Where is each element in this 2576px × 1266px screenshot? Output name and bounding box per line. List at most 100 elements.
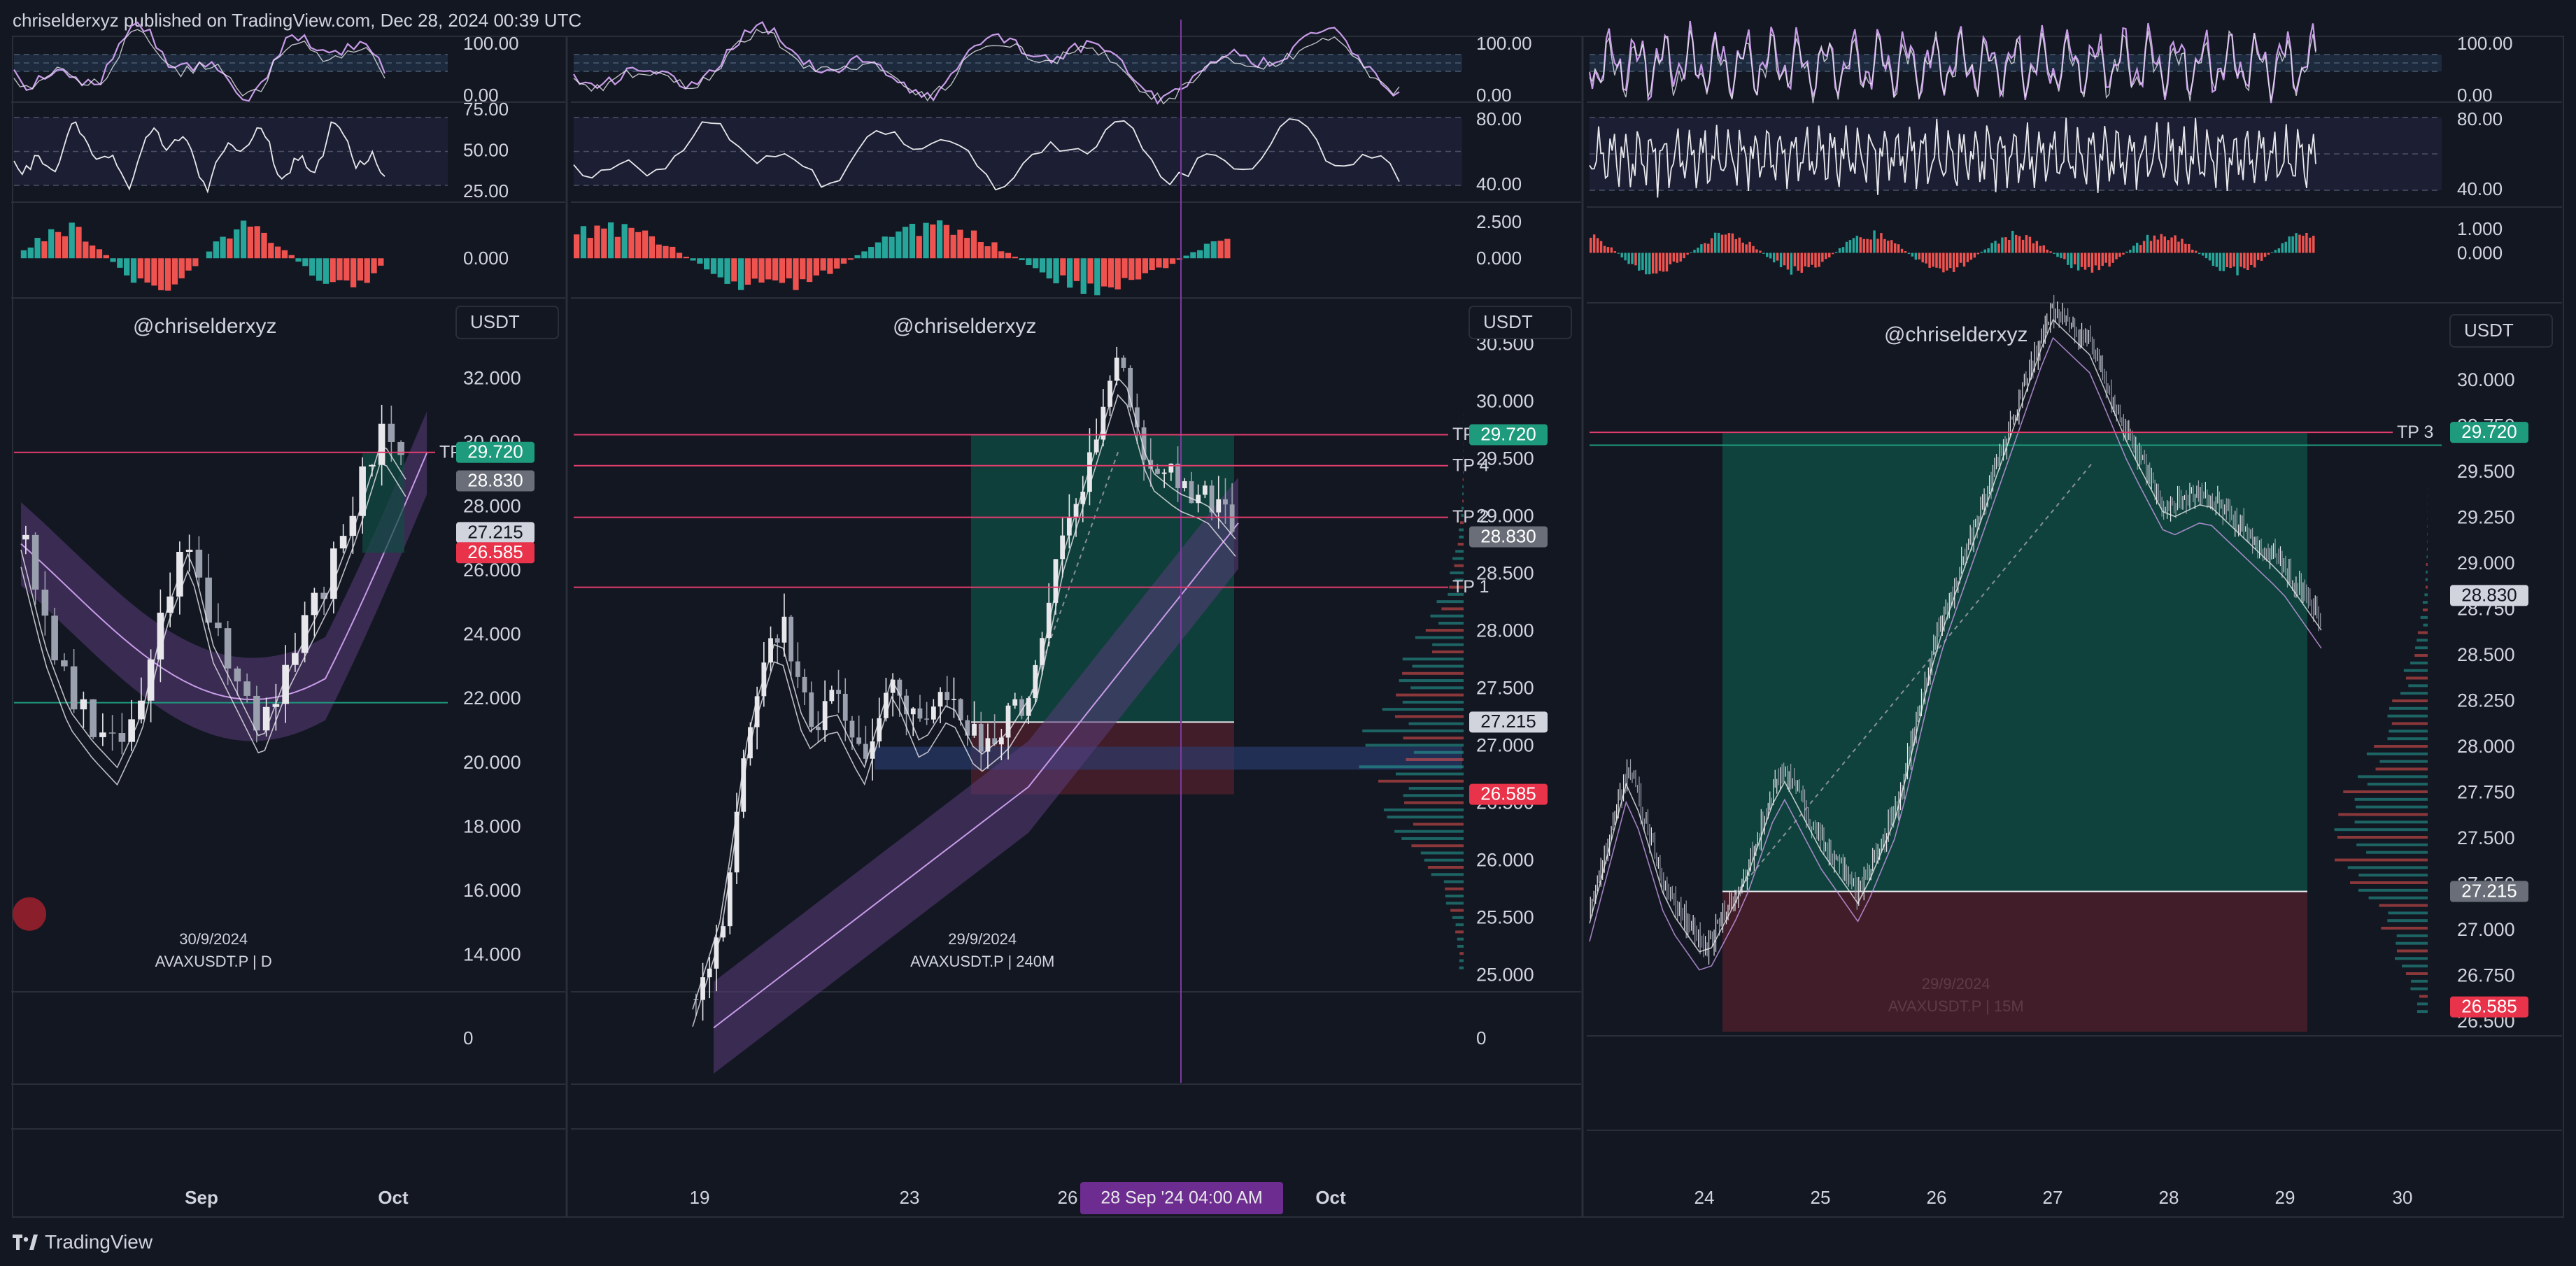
panel-3-macd-bar	[1797, 253, 1800, 271]
panel-3-x-label-3: 27	[2043, 1187, 2063, 1208]
panel-3-macd-bar	[2284, 241, 2287, 253]
panel-3-macd-bar	[2008, 240, 2011, 253]
panel-3-stop-zone	[1722, 891, 2307, 1032]
panel-3-macd-bar	[1814, 253, 1817, 268]
panel-2-candle-body	[1168, 463, 1174, 473]
panel-3-macd-bar	[2243, 253, 2246, 269]
panel-2-candle-body	[1216, 499, 1222, 513]
panel-2-candle-body	[930, 706, 936, 720]
panel-3-macd-bar	[2305, 232, 2308, 253]
panel-3-macd-bar	[2104, 253, 2107, 263]
panel-2-macd-bar	[1176, 258, 1182, 260]
panel-2-date-label: 29/9/2024	[948, 930, 1017, 948]
panel-3-macd-bar	[1686, 253, 1689, 255]
panel-3-macd-bar	[1606, 247, 1610, 253]
panel-2-volume-profile-bar	[1462, 478, 1464, 481]
panel-2-candle-body	[1121, 357, 1126, 368]
panel-3-macd-bar	[2001, 237, 2004, 253]
panel-2-tp-label-3: TP 1	[1452, 577, 1489, 597]
panel-2-macd-bar	[635, 232, 642, 259]
panel-2-macd-bar	[793, 258, 799, 290]
panel-3-macd-bar	[2146, 234, 2149, 253]
panel-3-macd-bar	[1617, 253, 1620, 254]
panel-3-macd-bar	[2270, 252, 2274, 253]
panel-1-candle-body	[349, 515, 357, 536]
panel-3-macd-bar	[1731, 233, 1734, 253]
panel-3-volume-profile-bar	[2395, 957, 2428, 960]
panel-2-macd-bar	[1149, 258, 1155, 271]
panel-2-macd-bar	[998, 251, 1005, 259]
panel-2-macd-bar	[710, 258, 717, 274]
footer-brand: TradingView	[45, 1231, 153, 1253]
panel-2-candle-body	[897, 679, 903, 696]
panel-1-macd-bar	[89, 245, 96, 259]
panel-3-macd-bar	[1845, 241, 1848, 253]
panel-1-candle-body	[41, 589, 49, 616]
panel-1-macd-bar	[164, 258, 171, 291]
panel-3-macd-bar	[2004, 237, 2007, 253]
panel-3-macd-bar	[1876, 239, 1879, 253]
panel-2-volume-profile-bar	[1399, 679, 1464, 683]
panel-1-macd-bar	[62, 236, 69, 259]
panel-2-x-label-2: 26	[1058, 1187, 1078, 1208]
panel-3-macd-bar	[1717, 232, 1720, 253]
panel-2-price-tick-1: 30.000	[1476, 391, 1534, 412]
panel-1-macd-bar	[48, 229, 55, 259]
panel-2-macd-bar	[1005, 253, 1012, 259]
panel-3-price-tick-12: 27.000	[2457, 919, 2515, 940]
panel-1-macd-bar	[20, 250, 27, 259]
panel-1-price-tick-6: 20.000	[463, 752, 521, 773]
panel-2-volume-profile-bar	[1425, 629, 1464, 632]
panel-2-macd-bar	[847, 258, 854, 260]
panel-3-macd-bar	[2298, 234, 2301, 253]
panel-1-macd-bar	[268, 243, 274, 259]
panel-2-macd-bar	[930, 224, 936, 259]
panel-2-volume-profile-bar	[1462, 492, 1464, 496]
panel-3-macd-bar	[1883, 239, 1886, 253]
panel-2-macd-bar	[690, 258, 696, 261]
panel-2-volume-profile-bar	[1396, 693, 1464, 697]
panel-1-candle-body	[330, 548, 337, 599]
panel-3-volume-profile-bar	[2426, 585, 2428, 589]
panel-2-candle-body	[727, 872, 733, 927]
panel-2-volume-profile-bar	[1438, 621, 1464, 625]
panel-3-macd-bar	[1741, 242, 1744, 253]
panel-1-candle-body	[359, 466, 366, 516]
panel-2-volume-profile-bar	[1457, 543, 1464, 546]
panel-3-volume-profile-bar	[2334, 828, 2428, 832]
panel-2-volume-profile-bar	[1411, 844, 1464, 848]
panel-2-volume-profile-bar	[1402, 700, 1464, 704]
panel-3-volume-profile-bar	[2358, 888, 2428, 892]
panel-2-volume-profile-bar	[1427, 866, 1464, 869]
panel-1-rsi-line	[13, 121, 385, 194]
panel-2-price-tick-3: 29.000	[1476, 506, 1534, 527]
panel-2-macd-bar	[683, 257, 689, 259]
panel-2-rsi-line	[573, 118, 1400, 191]
panel-3-macd-bar	[1624, 253, 1627, 261]
panel-2-candle-body	[1189, 481, 1194, 504]
panel-2-candle-body	[842, 693, 848, 721]
panel-3-macd-bar	[1672, 253, 1676, 262]
panel-3-volume-profile-bar	[2422, 609, 2428, 611]
panel-3-volume-profile-bar	[2381, 927, 2428, 930]
panel-3-macd-bar	[2201, 253, 2205, 256]
panel-2-volume-profile-bar	[1359, 765, 1464, 769]
panel-2-volume-profile-bar	[1448, 592, 1464, 596]
panel-3-macd-bar	[2208, 253, 2211, 261]
panel-3-macd-bar	[2115, 253, 2118, 259]
panel-2-macd-bar	[806, 258, 813, 283]
panel-2-macd-bar	[1128, 258, 1135, 280]
panel-2-macd-bar	[896, 232, 902, 259]
panel-3-macd-bar	[1887, 241, 1890, 253]
panel-2-volume-profile-bar	[1445, 902, 1464, 905]
panel-1-x-label-1: Oct	[378, 1187, 409, 1208]
panel-3-macd-bar	[1620, 253, 1623, 258]
panel-2-stoch-tick-bottom: 0.00	[1476, 85, 1512, 106]
panel-3-macd-bar	[1848, 240, 1852, 253]
panel-3-volume-profile-bar	[2375, 767, 2428, 771]
panel-2-candle-body	[781, 616, 787, 643]
panel-1-macd-bar	[55, 232, 62, 259]
panel-3-macd-bar	[1793, 253, 1797, 266]
panel-2-candle-body	[1005, 705, 1011, 738]
